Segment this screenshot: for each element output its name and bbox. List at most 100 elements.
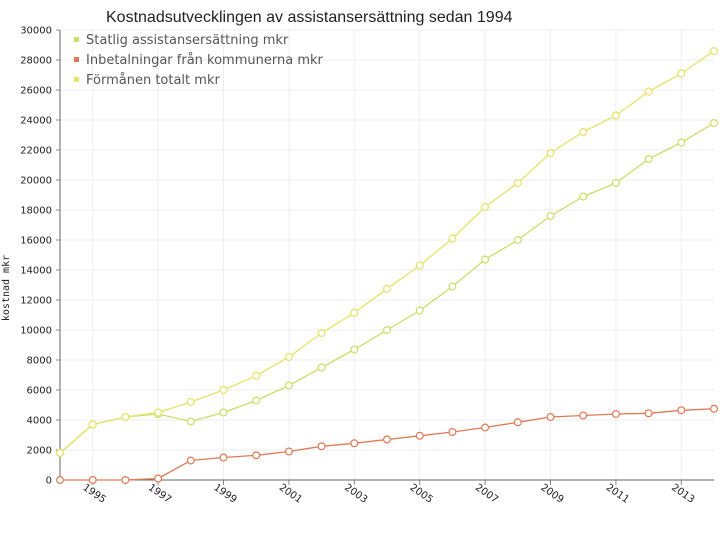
data-point: [186, 417, 195, 426]
y-axis-label: kostnad mkr: [1, 255, 12, 321]
data-point: [579, 192, 588, 201]
y-tick-label: 2000: [27, 446, 52, 457]
data-point: [317, 329, 326, 338]
data-point: [415, 306, 424, 315]
y-tick-label: 8000: [27, 356, 52, 367]
data-point: [546, 149, 555, 158]
data-point: [317, 363, 326, 372]
data-point: [55, 476, 64, 485]
data-point: [350, 439, 359, 448]
data-point: [284, 381, 293, 390]
data-point: [677, 406, 686, 415]
series-3: [55, 46, 718, 458]
data-point: [481, 423, 490, 432]
data-point: [644, 155, 653, 164]
data-point: [383, 435, 392, 444]
data-point: [383, 326, 392, 335]
x-tick-label: 2003: [342, 482, 369, 506]
data-point: [383, 284, 392, 293]
data-point: [677, 138, 686, 147]
data-point: [284, 447, 293, 456]
data-point: [611, 179, 620, 188]
y-tick-label: 30000: [20, 26, 52, 37]
y-tick-label: 20000: [20, 176, 52, 187]
x-tick-label: 2011: [604, 482, 631, 506]
data-point: [709, 118, 718, 127]
y-tick-label: 6000: [27, 386, 52, 397]
data-point: [55, 449, 64, 458]
data-point: [546, 212, 555, 221]
legend-swatch: [74, 77, 79, 82]
legend: Statlig assistansersättning mkr Inbetalni…: [74, 33, 324, 88]
legend-swatch: [74, 37, 79, 42]
data-point: [88, 420, 97, 429]
x-tick-label: 2005: [408, 482, 435, 506]
data-point: [644, 409, 653, 418]
data-point: [317, 442, 326, 451]
data-point: [709, 46, 718, 55]
data-point: [88, 476, 97, 485]
grid: [60, 29, 714, 481]
x-tick-label: 1995: [81, 482, 108, 506]
y-tick-label: 0: [46, 476, 52, 487]
y-tick-label: 4000: [27, 416, 52, 427]
legend-item: Inbetalningar från kommunerna mkr: [74, 53, 324, 68]
y-tick-label: 12000: [20, 296, 52, 307]
data-point: [121, 413, 130, 422]
data-point: [350, 308, 359, 317]
data-point: [481, 203, 490, 212]
x-tick-label: 2001: [277, 482, 304, 506]
legend-swatch: [74, 57, 79, 62]
data-point: [154, 408, 163, 417]
data-point: [677, 69, 686, 78]
y-tick-label: 18000: [20, 206, 52, 217]
data-point: [513, 418, 522, 427]
data-point: [219, 408, 228, 417]
x-tick-label: 1999: [211, 482, 238, 506]
axes: 0 2000 4000 6000 8000 10000 12000 14000 16000 180…: [20, 26, 714, 506]
legend-label: Inbetalningar från kommunerna mkr: [86, 53, 324, 68]
x-tick-label: 2007: [473, 482, 500, 506]
x-tick-label: 2013: [669, 482, 696, 506]
y-tick-label: 14000: [20, 266, 52, 277]
series-2: [55, 404, 718, 485]
data-point: [448, 234, 457, 243]
data-point: [611, 111, 620, 120]
data-point: [513, 179, 522, 188]
y-tick-label: 24000: [20, 116, 52, 127]
data-point: [481, 255, 490, 264]
legend-item: Förmånen totalt mkr: [74, 73, 220, 88]
data-point: [186, 398, 195, 407]
data-point: [579, 128, 588, 137]
data-point: [252, 451, 261, 460]
data-point: [350, 345, 359, 354]
data-point: [546, 413, 555, 422]
data-point: [284, 353, 293, 362]
x-tick-label: 2009: [538, 482, 565, 506]
data-point: [513, 236, 522, 245]
legend-item: Statlig assistansersättning mkr: [74, 33, 289, 48]
data-point: [121, 476, 130, 485]
chart-title: Kostnadsutvecklingen av assistansersättn…: [106, 9, 513, 26]
legend-label: Förmånen totalt mkr: [86, 73, 220, 88]
data-point: [219, 453, 228, 462]
data-point: [579, 411, 588, 420]
data-point: [448, 428, 457, 437]
data-point: [611, 410, 620, 419]
data-point: [186, 456, 195, 465]
series-group: [55, 46, 718, 485]
data-point: [154, 474, 163, 483]
data-point: [219, 386, 228, 395]
legend-label: Statlig assistansersättning mkr: [86, 33, 289, 48]
y-tick-label: 26000: [20, 86, 52, 97]
data-point: [252, 371, 261, 380]
data-point: [415, 261, 424, 270]
data-point: [252, 396, 261, 405]
data-point: [448, 282, 457, 291]
data-point: [709, 404, 718, 413]
data-point: [415, 431, 424, 440]
data-point: [644, 87, 653, 96]
y-tick-label: 22000: [20, 146, 52, 157]
